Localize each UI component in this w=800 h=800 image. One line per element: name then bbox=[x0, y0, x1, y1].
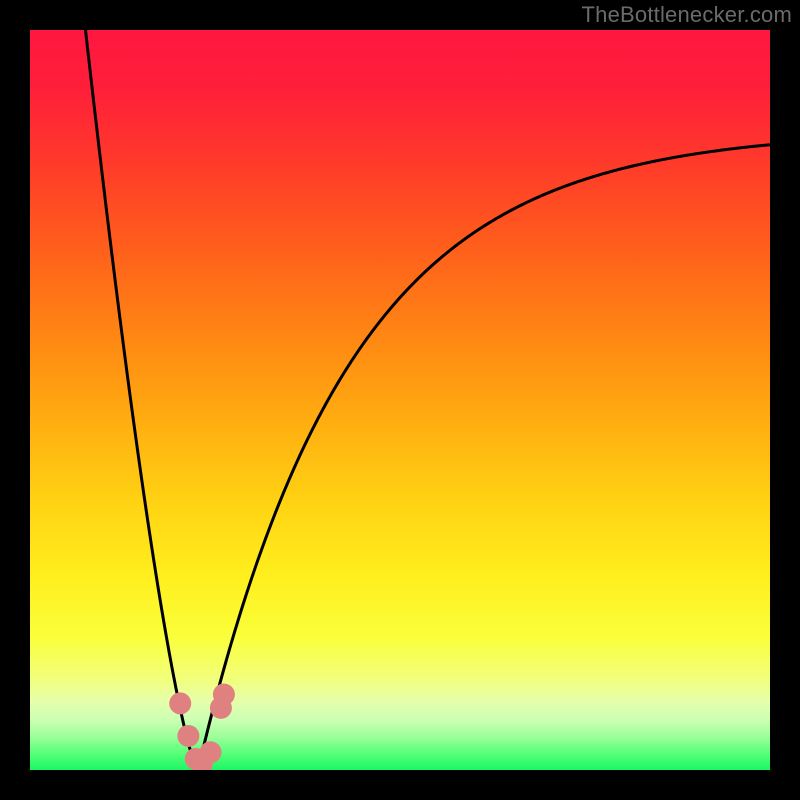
curve-marker bbox=[169, 692, 191, 714]
bottleneck-curve bbox=[86, 30, 771, 770]
bottleneck-curve-layer bbox=[30, 30, 770, 770]
plot-area bbox=[30, 30, 770, 770]
curve-marker bbox=[177, 725, 199, 747]
curve-marker bbox=[200, 741, 222, 763]
curve-marker bbox=[213, 684, 235, 706]
attribution-text: TheBottlenecker.com bbox=[582, 2, 792, 28]
chart-root: TheBottlenecker.com bbox=[0, 0, 800, 800]
